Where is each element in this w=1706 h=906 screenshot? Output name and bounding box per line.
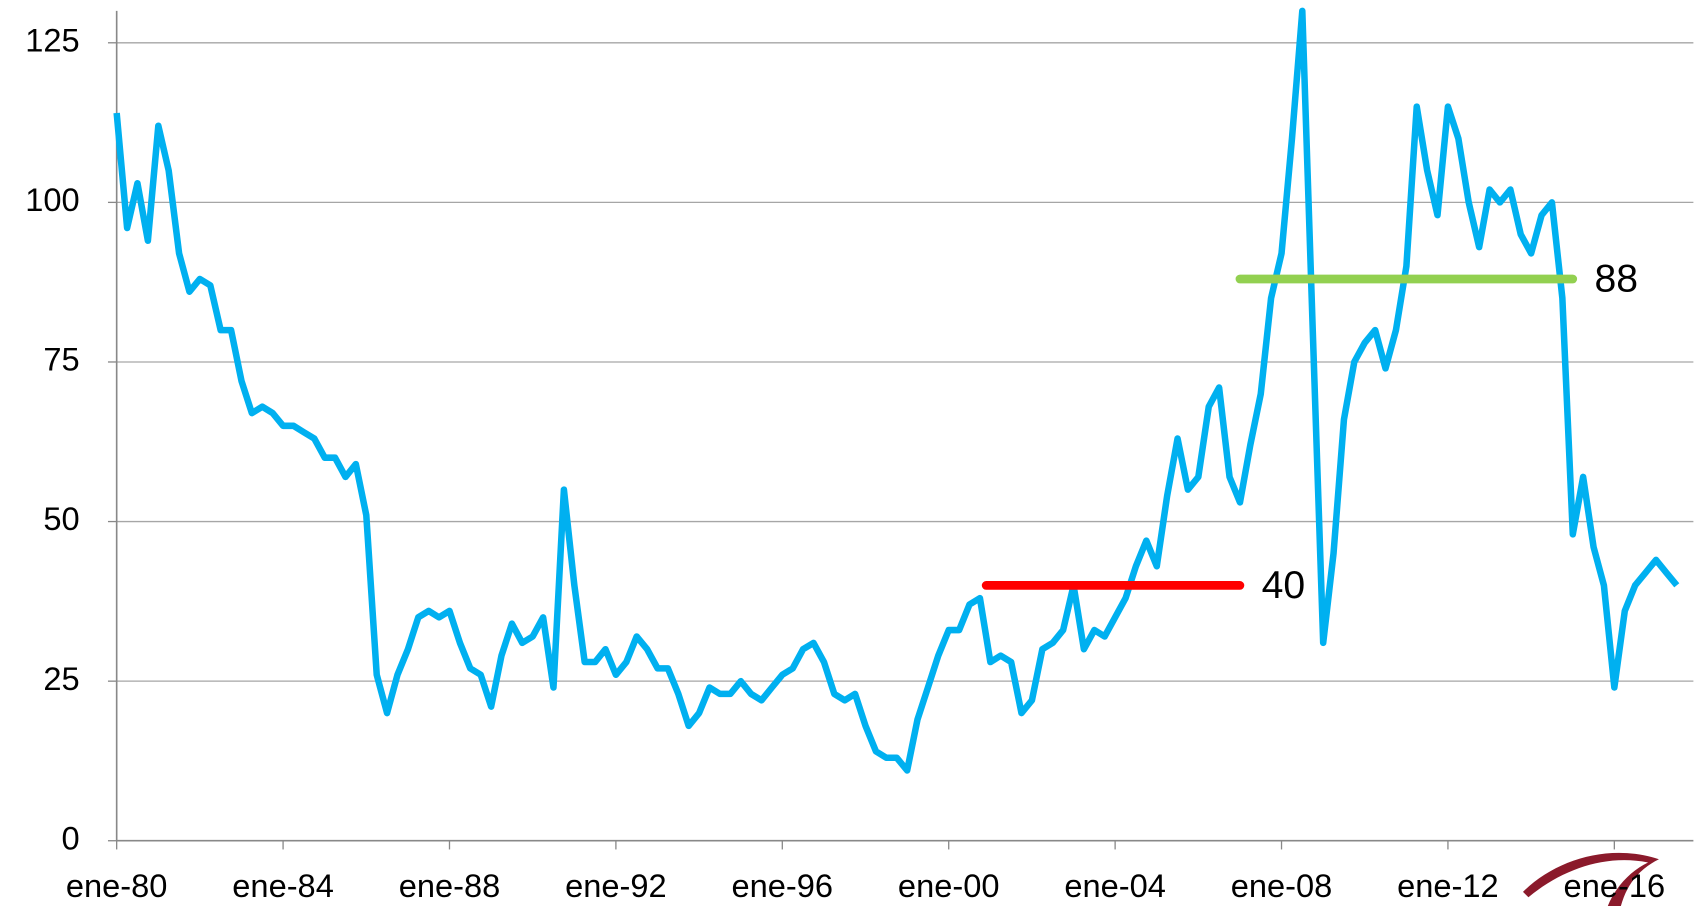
- x-tick-label: ene-00: [898, 867, 1000, 904]
- y-tick-label: 25: [43, 660, 79, 697]
- level-label: 88: [1594, 258, 1638, 301]
- x-tick-label: ene-88: [399, 867, 501, 904]
- x-tick-label: ene-04: [1064, 867, 1166, 904]
- level-label: 40: [1262, 564, 1306, 607]
- y-tick-label: 125: [25, 21, 79, 58]
- y-tick-label: 100: [25, 181, 79, 218]
- y-tick-label: 75: [43, 341, 79, 378]
- x-tick-label: ene-80: [66, 867, 168, 904]
- x-tick-label: ene-96: [732, 867, 834, 904]
- x-tick-label: ene-84: [232, 867, 334, 904]
- x-tick-label: ene-16: [1564, 867, 1666, 904]
- logo: [1522, 852, 1659, 906]
- x-tick-label: ene-12: [1397, 867, 1499, 904]
- line: [113, 7, 1680, 774]
- y-tick-label: 0: [62, 819, 80, 856]
- x-tick-label: ene-08: [1231, 867, 1333, 904]
- x-tick-label: ene-92: [565, 867, 667, 904]
- y-tick-label: 50: [43, 500, 79, 537]
